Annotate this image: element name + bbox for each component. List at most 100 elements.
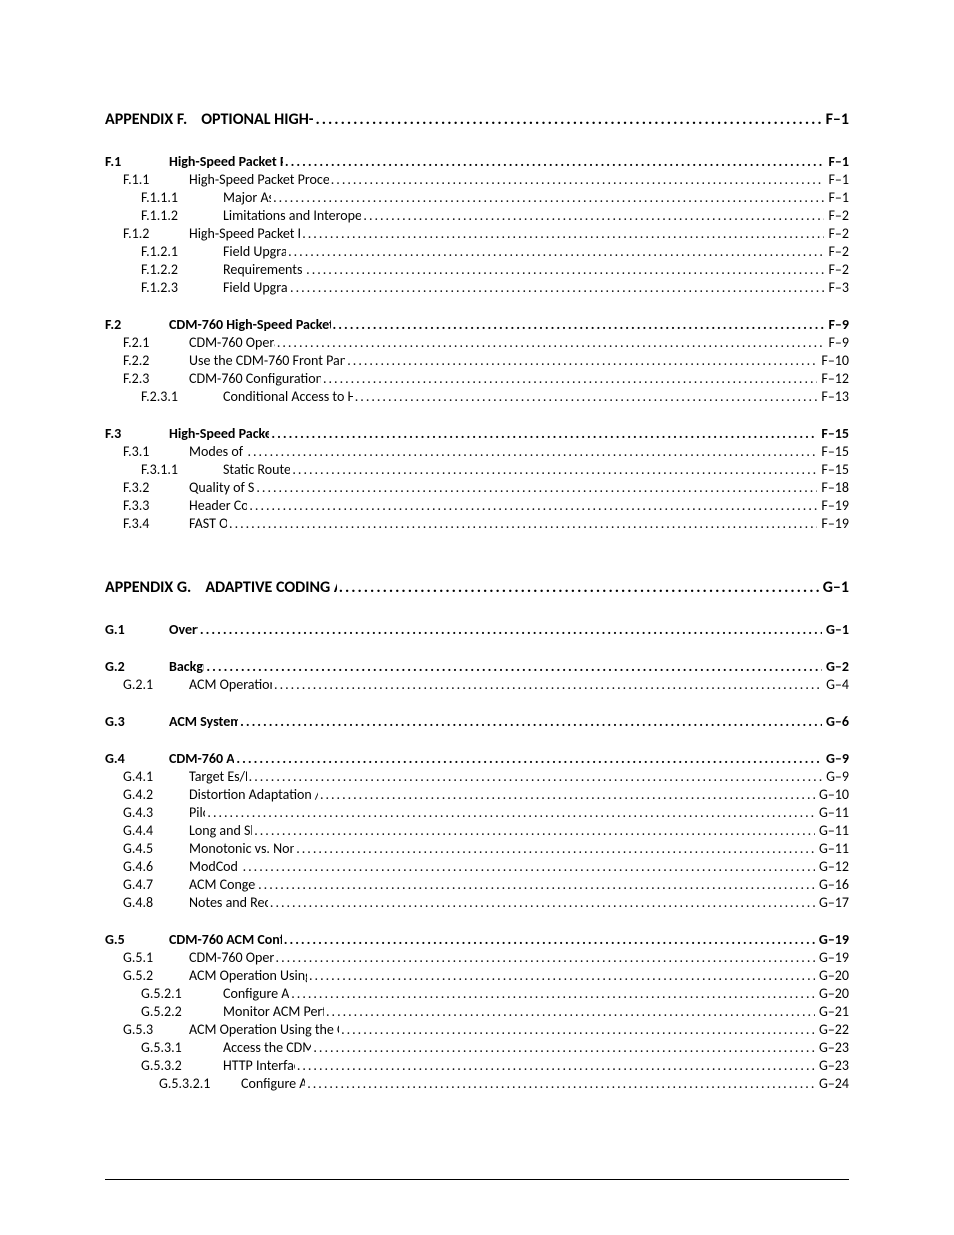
toc-entry-leader-dots: ........................................… bbox=[283, 153, 825, 170]
toc-entry-page: F–9 bbox=[825, 316, 850, 333]
toc-entry-page: F–10 bbox=[817, 352, 849, 369]
footer-rule bbox=[105, 1179, 849, 1180]
toc-entry-leader-dots: ........................................… bbox=[300, 225, 824, 242]
toc-entry-leader-dots: ........................................… bbox=[245, 443, 817, 460]
toc-entry: G.5.2.2Monitor ACM Performance and Opera… bbox=[141, 1003, 849, 1020]
toc-entry-leader-dots: ........................................… bbox=[339, 1021, 815, 1038]
toc-entry-leader-dots: ........................................… bbox=[304, 261, 824, 278]
toc-entry-page: G–9 bbox=[822, 768, 849, 785]
toc-entry-leader-dots: ........................................… bbox=[254, 479, 817, 496]
toc-entry: F.1.2.1Field Upgrade Overview...........… bbox=[141, 243, 849, 260]
toc-entry-leader-dots: ........................................… bbox=[275, 334, 825, 351]
toc-entry-number: G.5.3.2.1 bbox=[159, 1075, 241, 1092]
toc-entry-page: G–21 bbox=[815, 1003, 849, 1020]
toc-entry-title: HTTP Interface – ACM Pages bbox=[223, 1057, 295, 1074]
toc-entry: G.4.8Notes and Recommendations..........… bbox=[123, 894, 849, 911]
toc-entry: G.3ACM System Description...............… bbox=[105, 713, 849, 730]
toc-entry: F.1.1.2Limitations and Interoperability/… bbox=[141, 207, 849, 224]
toc-entry-number: F.3 bbox=[105, 425, 169, 442]
toc-entry-title: CDM-760 Operational Overview bbox=[189, 334, 275, 351]
toc-entry-leader-dots: ........................................… bbox=[311, 1039, 815, 1056]
toc-entry-title: ACM Congestion Control bbox=[189, 876, 256, 893]
toc-entry-leader-dots: ........................................… bbox=[274, 949, 815, 966]
toc-entry: G.1Overview.............................… bbox=[105, 621, 849, 638]
toc-entry: F.3.4FAST Options.......................… bbox=[123, 515, 849, 532]
toc-entry-page: F–15 bbox=[817, 443, 849, 460]
toc-entry-number: F.1.2.1 bbox=[141, 243, 223, 260]
toc-entry-page: F–1 bbox=[824, 171, 849, 188]
toc-entry-title: ACM Operational Link Example bbox=[189, 676, 272, 693]
toc-entry: F.1High-Speed Packet Processor – Introdu… bbox=[105, 153, 849, 170]
toc-entry-leader-dots: ........................................… bbox=[256, 876, 815, 893]
toc-entry-leader-dots: ........................................… bbox=[353, 388, 818, 405]
toc-entry: G.4.6ModCod Selection...................… bbox=[123, 858, 849, 875]
toc-entry-page: F–1 bbox=[824, 189, 849, 206]
toc-entry-leader-dots: ........................................… bbox=[294, 840, 815, 857]
toc-entry-number: G.5.3 bbox=[123, 1021, 189, 1038]
toc-entry-title: ACM Operation Using the CDM-760 Front Pa… bbox=[189, 967, 307, 984]
toc-entry-leader-dots: ........................................… bbox=[324, 1003, 815, 1020]
toc-entry: F.3.3Header Compression.................… bbox=[123, 497, 849, 514]
toc-entry-title: High-Speed Packet Processor – Introducti… bbox=[169, 153, 283, 170]
toc-entry: G.5.3.2HTTP Interface – ACM Pages.......… bbox=[141, 1057, 849, 1074]
toc-entry: F.2.2Use the CDM-760 Front Panel to Enab… bbox=[123, 352, 849, 369]
toc-entry: G.5.1CDM-760 Operational Overview.......… bbox=[123, 949, 849, 966]
toc-entry: F.1.2.2Requirements for Field Upgrade...… bbox=[141, 261, 849, 278]
toc-entry-title: FAST Options bbox=[189, 515, 227, 532]
toc-entry-page: F–15 bbox=[817, 425, 849, 442]
toc-entry: F.2.3CDM-760 Configuration – HTTP (Web S… bbox=[123, 370, 849, 387]
toc-entry-number: G.4.1 bbox=[123, 768, 189, 785]
toc-entry-leader-dots: ........................................… bbox=[271, 189, 824, 206]
toc-entry: G.5.3.1Access the CDM-760 HTTP Interface… bbox=[141, 1039, 849, 1056]
toc-entry-page: G–1 bbox=[822, 621, 849, 638]
toc-entry-number: G.5.3.2 bbox=[141, 1057, 223, 1074]
toc-entry-leader-dots: ........................................… bbox=[318, 786, 815, 803]
toc-entry-number: F.1.1.2 bbox=[141, 207, 223, 224]
toc-entry-page: F–9 bbox=[824, 334, 849, 351]
toc-entry-title: Field Upgrade Overview bbox=[223, 243, 286, 260]
toc-entry: APPENDIX G.ADAPTIVE CODING AND MODULATIO… bbox=[105, 578, 849, 597]
toc-entry: F.1.2High-Speed Packet Processor Field U… bbox=[123, 225, 849, 242]
toc-entry-page: F–2 bbox=[824, 207, 849, 224]
toc-entry-number: G.5.2.1 bbox=[141, 985, 223, 1002]
toc-entry-number: G.4.8 bbox=[123, 894, 189, 911]
toc-entry-title: High-Speed Packet Processor Field Upgrad… bbox=[189, 225, 300, 242]
toc-entry-title: Header Compression bbox=[189, 497, 247, 514]
toc-entry-page: F–18 bbox=[817, 479, 849, 496]
toc-entry: APPENDIX F.OPTIONAL HIGH-SPEED PACKET PR… bbox=[105, 110, 849, 129]
toc-entry-number: F.1.1.1 bbox=[141, 189, 223, 206]
toc-entry: G.4.2Distortion Adaptation / Modulation … bbox=[123, 786, 849, 803]
toc-entry-title: ModCod Selection bbox=[189, 858, 241, 875]
toc-entry-page: G–2 bbox=[822, 658, 849, 675]
toc-entry-title: CDM-760 ACM Configuration and Operation bbox=[169, 931, 282, 948]
toc-entry-title: Monitor ACM Performance and Operation bbox=[223, 1003, 324, 1020]
toc-entry-leader-dots: ........................................… bbox=[234, 750, 822, 767]
toc-entry: F.3.1Modes of Operation.................… bbox=[123, 443, 849, 460]
toc-entry-number: G.5.2.2 bbox=[141, 1003, 223, 1020]
toc-entry-leader-dots: ........................................… bbox=[290, 461, 817, 478]
toc-entry-number: F.3.2 bbox=[123, 479, 189, 496]
toc-entry-number: F.2.3.1 bbox=[141, 388, 223, 405]
toc-entry-title: Requirements for Field Upgrade bbox=[223, 261, 304, 278]
toc-entry-page: G–12 bbox=[815, 858, 849, 875]
toc-entry-title: Distortion Adaptation / Modulation Type … bbox=[189, 786, 318, 803]
table-of-contents: APPENDIX F.OPTIONAL HIGH-SPEED PACKET PR… bbox=[105, 110, 849, 1092]
toc-entry-leader-dots: ........................................… bbox=[331, 316, 825, 333]
toc-entry-title: Configure ACM Operation bbox=[241, 1075, 305, 1092]
toc-entry-number: G.5.2 bbox=[123, 967, 189, 984]
toc-entry-title: Field Upgrade Procedure bbox=[223, 279, 288, 296]
toc-entry-page: G–23 bbox=[815, 1039, 849, 1056]
toc-entry: F.2.1CDM-760 Operational Overview.......… bbox=[123, 334, 849, 351]
toc-entry-number: F.3.3 bbox=[123, 497, 189, 514]
toc-entry-title: Conditional Access to High-Speed Packet … bbox=[223, 388, 353, 405]
document-page: APPENDIX F.OPTIONAL HIGH-SPEED PACKET PR… bbox=[0, 0, 954, 1235]
toc-entry-leader-dots: ........................................… bbox=[247, 497, 817, 514]
toc-entry: F.2CDM-760 High-Speed Packet Processor C… bbox=[105, 316, 849, 333]
toc-entry-title: ACM Operation Using the CDM-760 HTTP (We… bbox=[189, 1021, 339, 1038]
toc-entry-number: G.5.3.1 bbox=[141, 1039, 223, 1056]
toc-entry-page: F–1 bbox=[825, 153, 850, 170]
toc-entry-title: Access the CDM-760 HTTP Interface bbox=[223, 1039, 311, 1056]
toc-entry-title: Monotonic vs. Non-monotonic Operation bbox=[189, 840, 294, 857]
toc-entry: G.4.4Long and Short Frames..............… bbox=[123, 822, 849, 839]
toc-entry-leader-dots: ........................................… bbox=[289, 985, 815, 1002]
